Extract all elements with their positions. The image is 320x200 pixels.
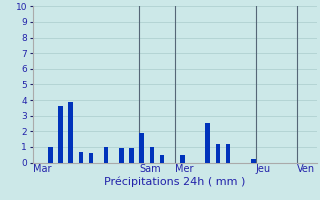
Bar: [215, 144, 220, 163]
Bar: [140, 133, 144, 163]
Bar: [205, 123, 210, 163]
Bar: [251, 159, 256, 163]
Bar: [89, 153, 93, 163]
Bar: [68, 102, 73, 163]
Bar: [160, 155, 164, 163]
Bar: [104, 147, 108, 163]
Bar: [149, 147, 154, 163]
Bar: [48, 147, 53, 163]
Bar: [129, 148, 134, 163]
Bar: [180, 155, 185, 163]
Bar: [119, 148, 124, 163]
X-axis label: Précipitations 24h ( mm ): Précipitations 24h ( mm ): [104, 177, 245, 187]
Bar: [78, 152, 83, 163]
Bar: [226, 144, 230, 163]
Bar: [58, 106, 63, 163]
